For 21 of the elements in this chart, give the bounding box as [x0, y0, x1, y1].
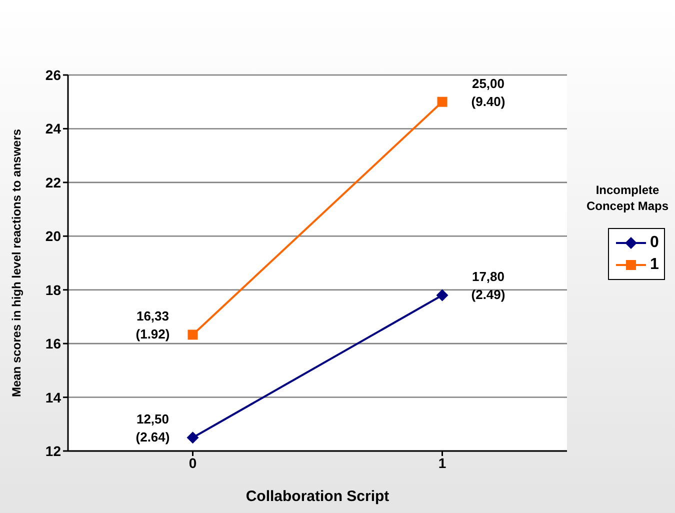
y-tick-label: 24: [45, 120, 62, 137]
point: [188, 330, 198, 340]
y-tick-label: 14: [45, 389, 62, 406]
point: [436, 289, 448, 302]
point: [186, 432, 199, 444]
annotation: 12,50 (2.64): [136, 412, 170, 445]
annotation: 17,80 (2.49): [471, 269, 506, 302]
y-tick-label: 20: [45, 228, 62, 244]
legend-label: 1: [650, 256, 659, 274]
y-tick-label: 12: [45, 442, 62, 459]
point: [437, 96, 448, 107]
x-axis-title: Collaboration Script: [246, 488, 390, 505]
annotation: 25,00 (9.40): [471, 76, 506, 109]
y-tick-label: 22: [45, 174, 62, 190]
y-axis-title: Mean scores in high level reactions to answers: [9, 128, 24, 398]
legend-title: Incomplete Concept Maps: [585, 182, 670, 214]
y-tick-label: 26: [45, 66, 62, 83]
annotation: 16,33 (1.92): [136, 308, 170, 342]
legend-label: 0: [650, 234, 659, 252]
y-tick-label: 16: [45, 336, 62, 352]
y-tick-label: 18: [45, 282, 62, 298]
